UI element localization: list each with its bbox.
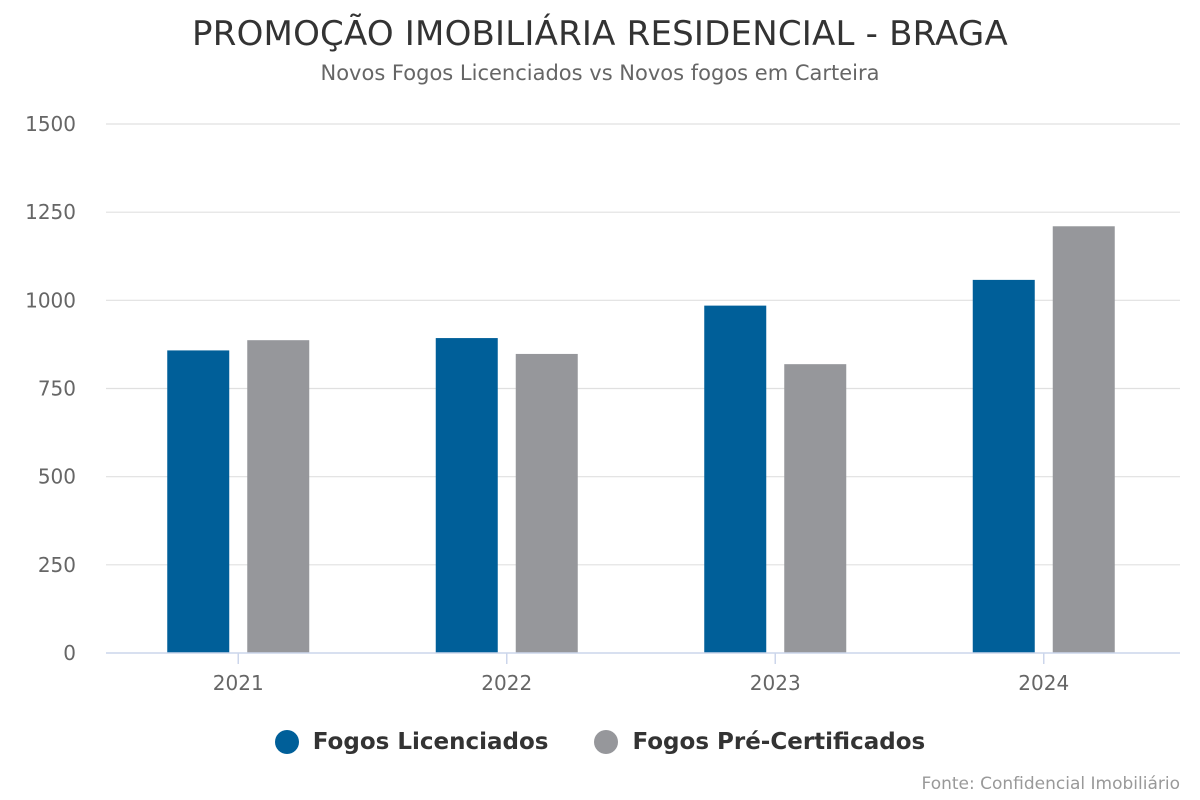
x-tick-label: 2024 <box>1018 671 1069 695</box>
bar-fogos-pre-certificados-2024[interactable] <box>1052 226 1115 654</box>
x-tick-label: 2021 <box>213 671 264 695</box>
x-tick-label: 2022 <box>481 671 532 695</box>
bar-fogos-pre-certificados-2021[interactable] <box>247 340 310 653</box>
bar-fogos-pre-certificados-2023[interactable] <box>784 364 847 653</box>
legend-item-fogos-pre-certificados[interactable]: Fogos Pré-Certificados <box>594 729 925 755</box>
x-tick-label: 2023 <box>750 671 801 695</box>
chart-subtitle: Novos Fogos Licenciados vs Novos fogos e… <box>320 61 880 85</box>
y-tick-label: 1500 <box>25 112 76 136</box>
legend-item-fogos-licenciados[interactable]: Fogos Licenciados <box>274 729 549 755</box>
bar-fogos-licenciados-2021[interactable] <box>167 350 230 653</box>
legend-label: Fogos Licenciados <box>312 729 549 755</box>
bar-fogos-pre-certificados-2022[interactable] <box>515 353 578 653</box>
y-tick-label: 500 <box>38 465 76 489</box>
bar-fogos-licenciados-2023[interactable] <box>704 305 767 653</box>
x-axis-ticks: 2021 2022 2023 2024 <box>213 653 1069 695</box>
bar-fogos-licenciados-2022[interactable] <box>435 338 498 653</box>
bars <box>167 226 1115 654</box>
y-tick-label: 0 <box>63 641 76 665</box>
chart-title: PROMOÇÃO IMOBILIÁRIA RESIDENCIAL - BRAGA <box>192 14 1008 54</box>
y-tick-label: 1000 <box>25 288 76 312</box>
y-tick-label: 750 <box>38 377 76 401</box>
legend: Fogos Licenciados Fogos Pré-Certificados <box>0 729 1200 755</box>
y-tick-label: 250 <box>38 553 76 577</box>
legend-swatch-blue <box>274 730 299 754</box>
bar-fogos-licenciados-2024[interactable] <box>972 279 1035 653</box>
source-credit: Fonte: Confidencial Imobiliário <box>921 774 1180 794</box>
bar-chart: 0 250 500 750 1000 1250 1500 2021 2022 2023 2024 <box>25 112 1180 695</box>
y-tick-label: 1250 <box>25 200 76 224</box>
y-axis-ticks: 0 250 500 750 1000 1250 1500 <box>25 112 76 665</box>
legend-swatch-gray <box>594 730 619 754</box>
legend-label: Fogos Pré-Certificados <box>632 729 926 755</box>
